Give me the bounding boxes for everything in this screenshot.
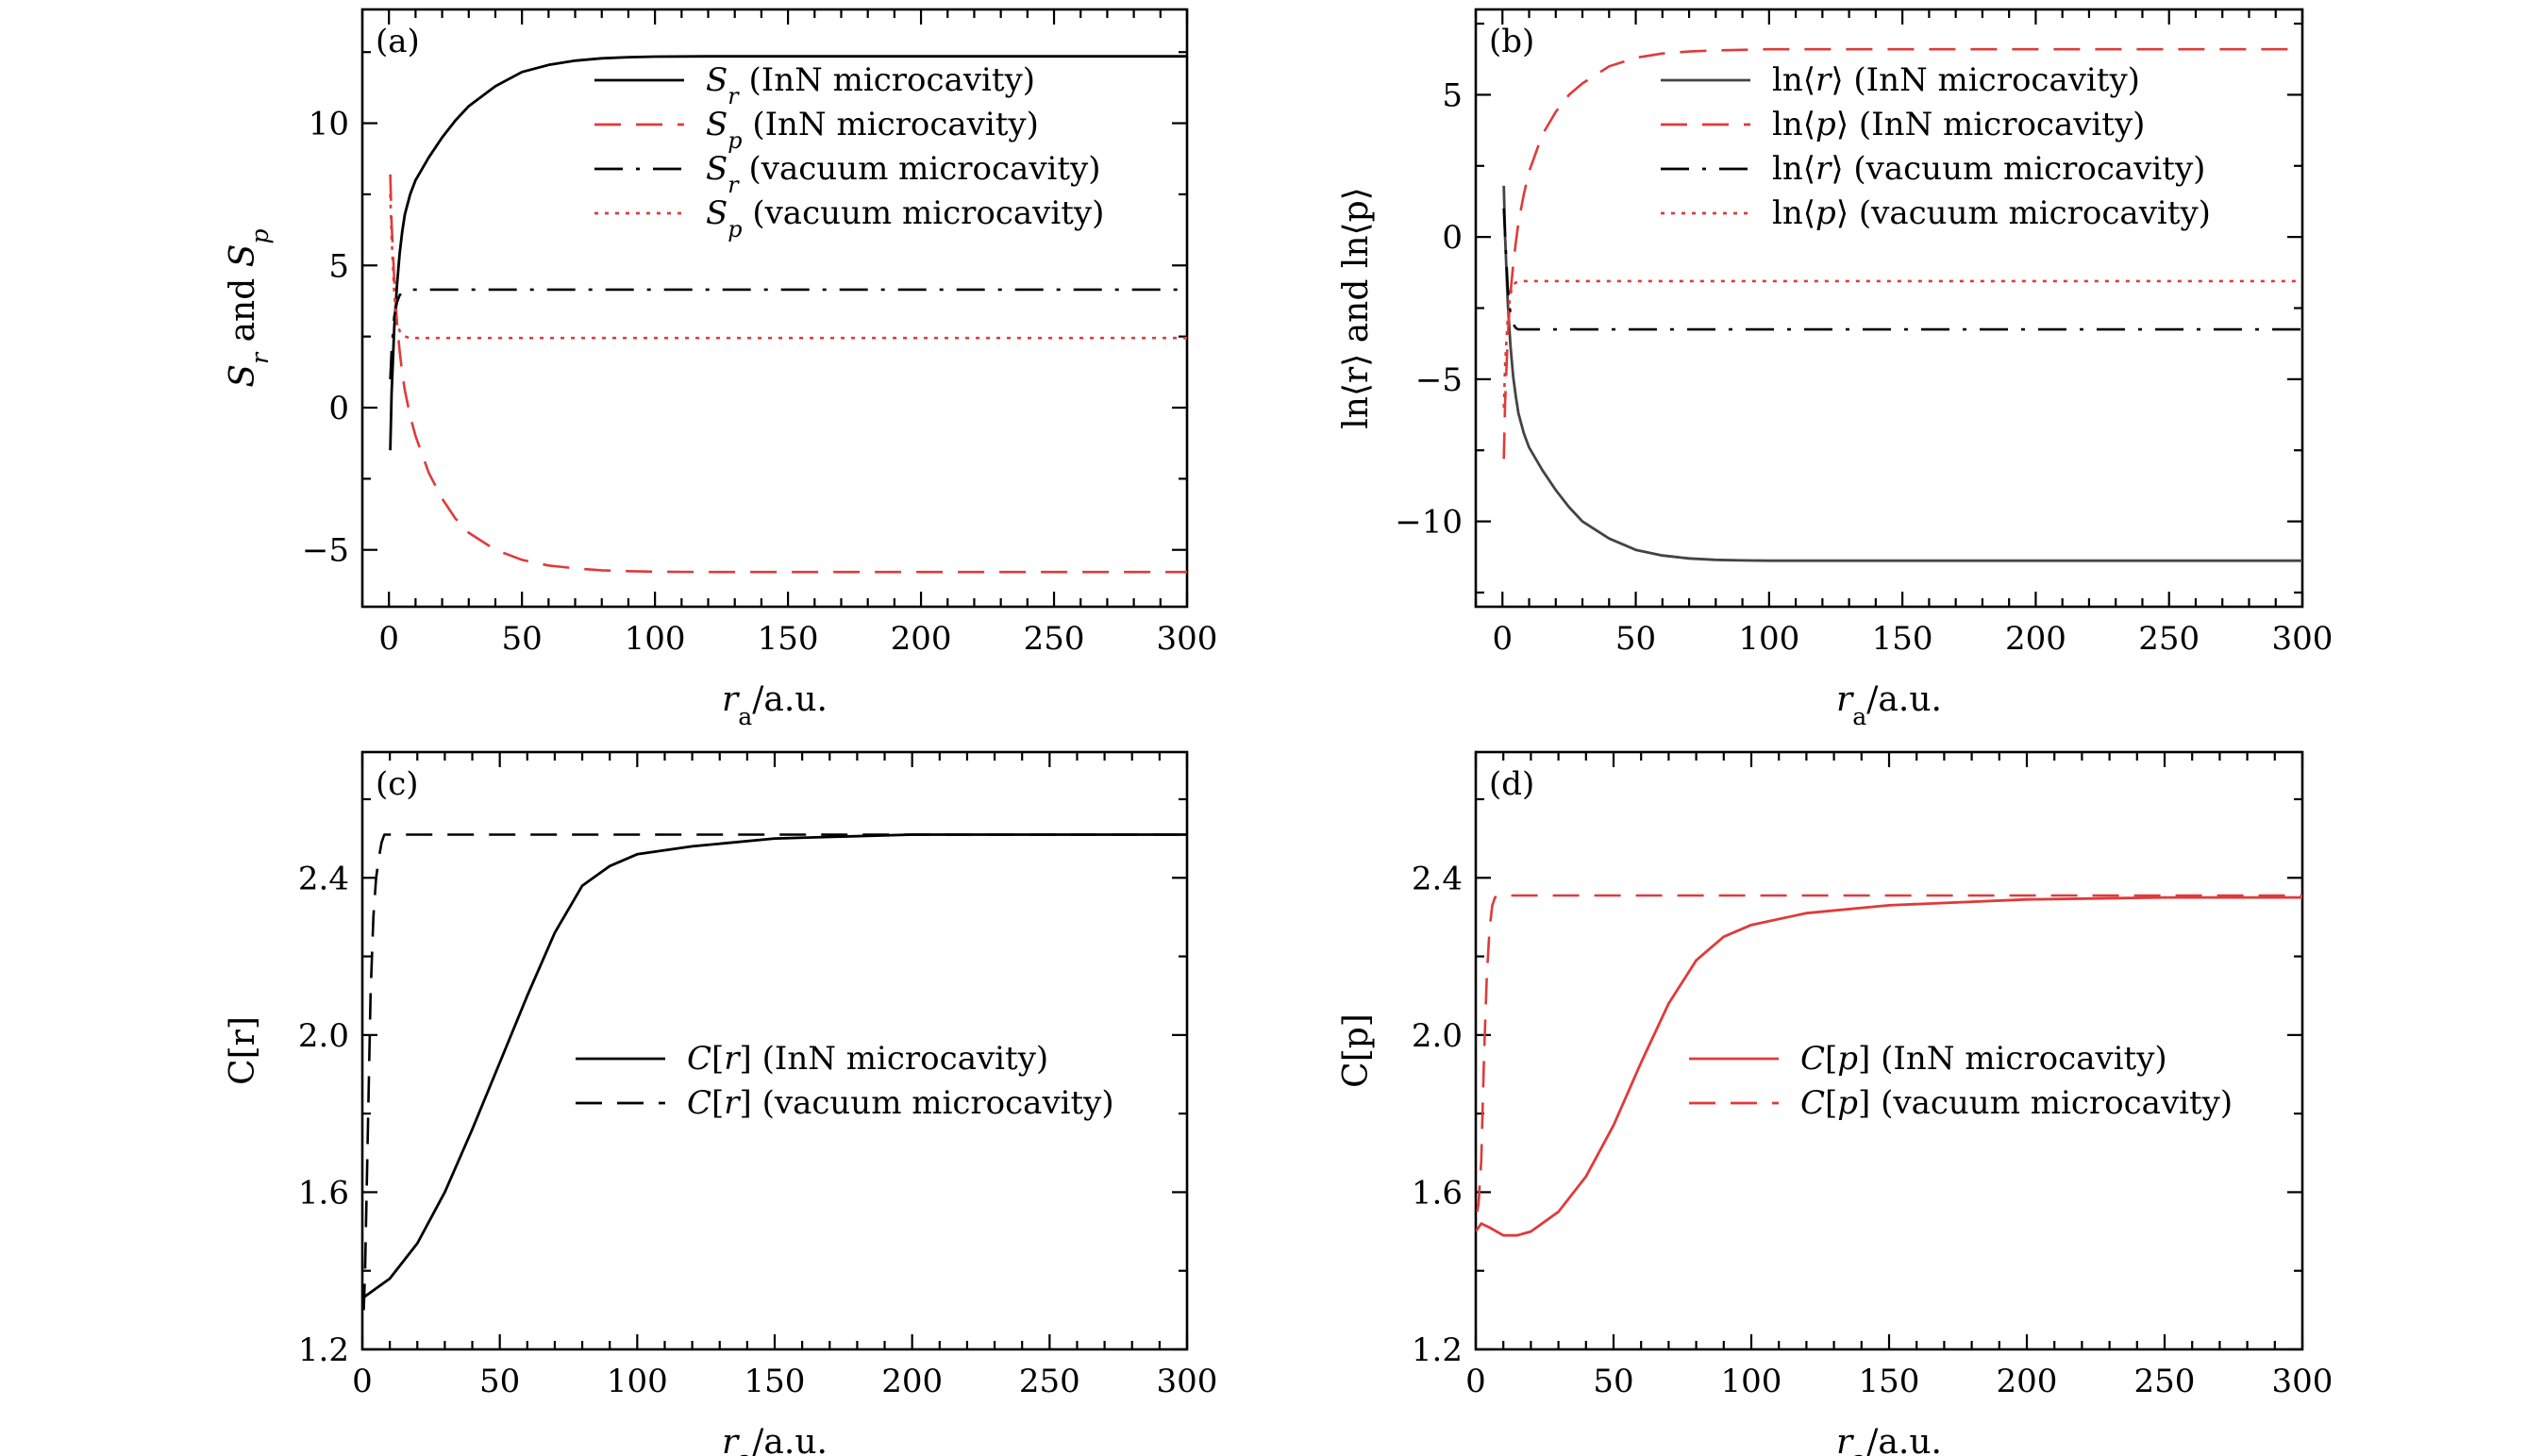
panel-label: (d) xyxy=(1489,765,1534,803)
x-tick-label: 200 xyxy=(2005,620,2066,658)
legend-label: ln⟨r⟩ (vacuum microcavity) xyxy=(1772,150,2205,188)
legend: C[r] (InN microcavity) C[r] (vacuum micro… xyxy=(576,1040,1114,1122)
y-tick-label: 2.0 xyxy=(1412,1017,1463,1055)
x-tick-label: 0 xyxy=(1492,620,1513,658)
x-tick-label: 50 xyxy=(1593,1363,1633,1400)
x-tick-label: 100 xyxy=(607,1363,668,1400)
series-line-ln-p-vacuum-microcavity- xyxy=(1502,279,2302,409)
x-tick-label: 150 xyxy=(1872,620,1933,658)
y-tick-label: 1.2 xyxy=(1412,1331,1463,1369)
legend-label: Sr (vacuum microcavity) xyxy=(706,150,1101,198)
x-tick-label: 100 xyxy=(1738,620,1799,658)
y-tick-label: 1.2 xyxy=(298,1331,349,1369)
x-tick-label: 0 xyxy=(378,620,399,658)
panel-label: (c) xyxy=(376,765,419,803)
x-tick-label: 250 xyxy=(2134,1363,2196,1400)
x-axis-label: ra/a.u. xyxy=(1836,1423,1942,1456)
x-tick-label: 100 xyxy=(625,620,686,658)
series-line-s-p-vacuum-microcavity- xyxy=(389,193,1187,340)
x-tick-label: 300 xyxy=(2272,620,2334,658)
series-group xyxy=(362,833,1187,1311)
legend-label: Sp (InN microcavity) xyxy=(706,106,1039,154)
x-tick-label: 50 xyxy=(1615,620,1656,658)
legend-label: ln⟨p⟩ (vacuum microcavity) xyxy=(1772,194,2211,232)
y-tick-label: −5 xyxy=(302,532,349,570)
legend-label: ln⟨p⟩ (InN microcavity) xyxy=(1772,106,2145,143)
x-tick-label: 0 xyxy=(352,1363,373,1400)
y-tick-label: 1.6 xyxy=(1412,1174,1463,1212)
series-group xyxy=(1502,47,2302,562)
x-tick-label: 200 xyxy=(891,620,952,658)
y-axis-label: C[p] xyxy=(1337,1013,1376,1088)
x-axis-label: ra/a.u. xyxy=(722,1423,828,1456)
series-line-c-r-inn-microcavity- xyxy=(362,833,1187,1300)
x-tick-label: 50 xyxy=(479,1363,520,1400)
y-tick-label: 2.4 xyxy=(1412,860,1463,897)
y-tick-label: 2.0 xyxy=(298,1017,349,1055)
legend-label: ln⟨r⟩ (InN microcavity) xyxy=(1772,61,2140,99)
legend: C[p] (InN microcavity) C[p] (vacuum micro… xyxy=(1689,1040,2233,1122)
y-tick-label: 5 xyxy=(328,247,349,285)
x-tick-label: 150 xyxy=(1859,1363,1920,1400)
series-line-ln-r-inn-microcavity- xyxy=(1502,185,2302,562)
x-tick-label: 200 xyxy=(881,1363,943,1400)
series-line-s-r-inn-microcavity- xyxy=(389,55,1187,451)
panel-c: 0 50 100 150 200 250 300 1.2 1.6 2.0 2.4 ra/a.u. C[r… xyxy=(224,750,1218,1456)
y-tick-label: 0 xyxy=(328,390,349,427)
series-group xyxy=(1476,894,2302,1237)
series-line-s-r-vacuum-microcavity- xyxy=(389,288,1187,379)
panel-label: (b) xyxy=(1489,23,1534,60)
x-tick-label: 250 xyxy=(1019,1363,1080,1400)
series-line-c-p-inn-microcavity- xyxy=(1476,895,2302,1237)
legend-label: C[r] (vacuum microcavity) xyxy=(687,1084,1114,1122)
panel-label: (a) xyxy=(376,23,420,60)
plot-frame xyxy=(360,8,1189,609)
legend: ln⟨r⟩ (InN microcavity) ln⟨p⟩ (InN microc… xyxy=(1661,61,2211,232)
legend: Sr (InN microcavity)Sp (InN microcavity)… xyxy=(594,61,1104,243)
x-tick-label: 250 xyxy=(2138,620,2200,658)
x-tick-label: 0 xyxy=(1465,1363,1486,1400)
series-line-s-p-inn-microcavity- xyxy=(389,174,1187,574)
legend-label: C[p] (vacuum microcavity) xyxy=(1800,1084,2233,1122)
y-tick-label: 1.6 xyxy=(298,1174,349,1212)
legend-label: C[r] (InN microcavity) xyxy=(687,1040,1048,1078)
y-axis-label: C[r] xyxy=(224,1016,262,1085)
series-group xyxy=(389,55,1187,574)
x-tick-label: 100 xyxy=(1721,1363,1782,1400)
x-axis-label: ra/a.u. xyxy=(1836,680,1942,730)
y-tick-label: −5 xyxy=(1415,361,1463,399)
y-axis-label: ln⟨r⟩ and ln⟨p⟩ xyxy=(1337,187,1376,428)
y-tick-label: −10 xyxy=(1395,504,1463,542)
y-axis-label: Sr and Sp xyxy=(224,228,274,387)
y-tick-label: 10 xyxy=(309,106,349,143)
x-tick-label: 300 xyxy=(2272,1363,2334,1400)
x-axis-label: ra/a.u. xyxy=(722,680,828,730)
legend-label: Sr (InN microcavity) xyxy=(706,61,1035,109)
series-line-ln-p-inn-microcavity- xyxy=(1502,47,2302,460)
x-tick-label: 150 xyxy=(758,620,819,658)
legend-label: Sp (vacuum microcavity) xyxy=(706,194,1104,243)
x-tick-label: 250 xyxy=(1024,620,1085,658)
panel-d: 0 50 100 150 200 250 300 1.2 1.6 2.0 2.4 ra/a.u. C[p… xyxy=(1337,750,2334,1456)
series-line-c-r-vacuum-microcavity- xyxy=(362,833,1187,1311)
y-tick-label: 2.4 xyxy=(298,860,349,897)
x-tick-label: 300 xyxy=(1157,1363,1218,1400)
x-tick-label: 150 xyxy=(744,1363,806,1400)
legend-label: C[p] (InN microcavity) xyxy=(1800,1040,2167,1078)
series-line-c-p-vacuum-microcavity- xyxy=(1476,894,2302,1213)
x-tick-label: 50 xyxy=(502,620,543,658)
x-tick-label: 200 xyxy=(1997,1363,2058,1400)
series-line-ln-r-vacuum-microcavity- xyxy=(1502,208,2302,331)
panel-a: 0 50 100 150 200 250 300 −5 0 5 10 ra/a.u. Sr and Sp… xyxy=(224,8,1218,730)
y-tick-label: 0 xyxy=(1442,219,1463,257)
x-tick-label: 300 xyxy=(1157,620,1218,658)
y-tick-label: 5 xyxy=(1442,76,1463,114)
panel-b: 0 50 100 150 200 250 300 −10 −5 0 5 ra/a.u. ln⟨r⟩ an… xyxy=(1337,8,2334,730)
